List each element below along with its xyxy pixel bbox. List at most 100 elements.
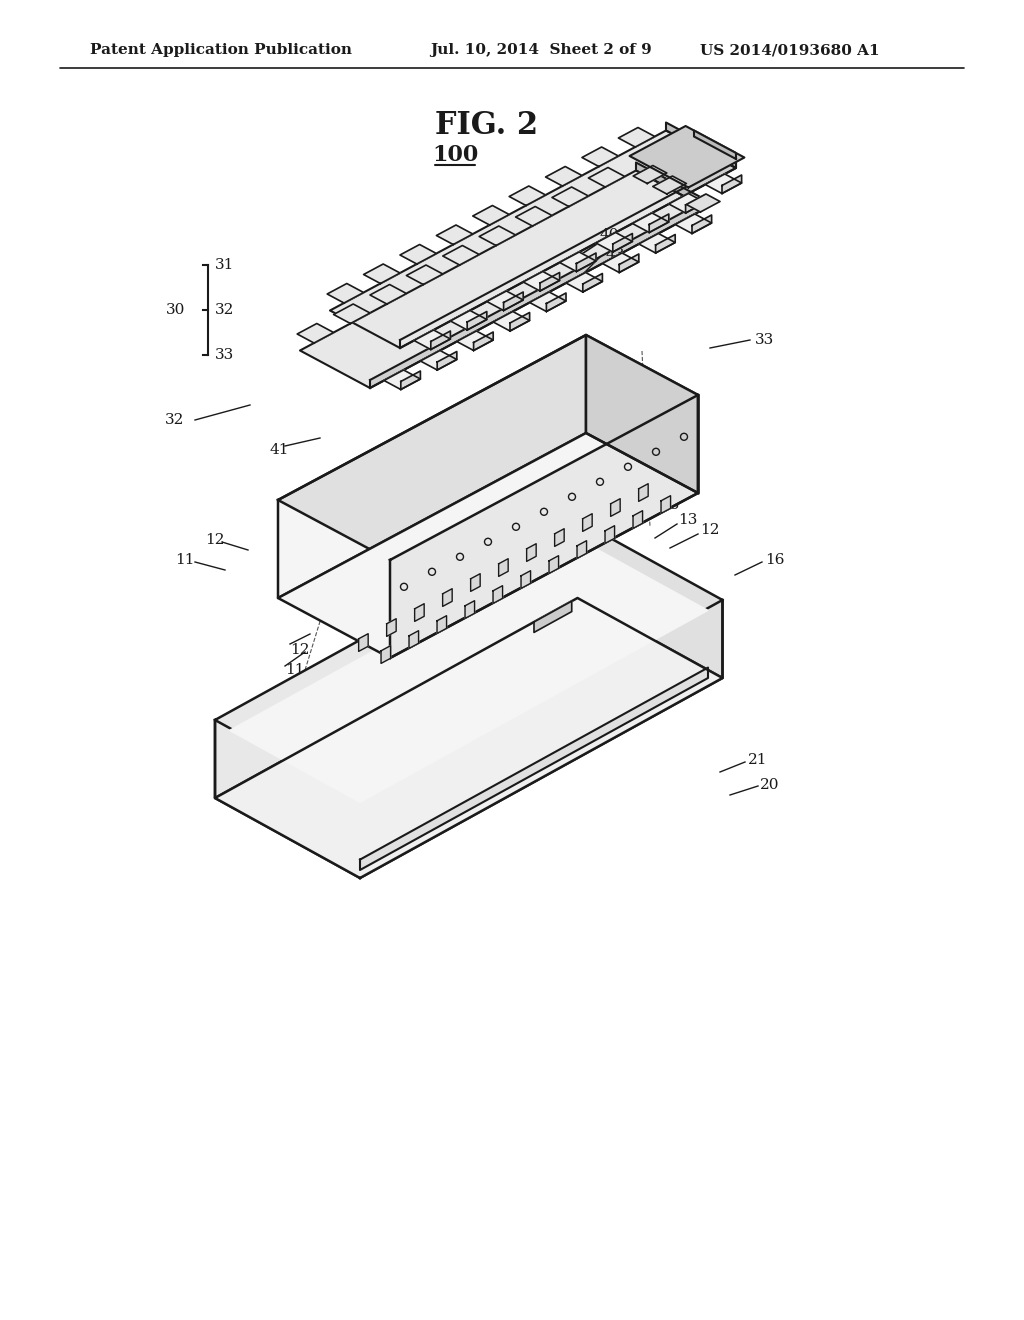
Polygon shape xyxy=(653,176,686,194)
Polygon shape xyxy=(639,483,648,502)
Polygon shape xyxy=(523,272,559,290)
Text: 32: 32 xyxy=(165,413,184,426)
Text: 11: 11 xyxy=(175,553,195,568)
Polygon shape xyxy=(334,304,370,323)
Polygon shape xyxy=(510,313,529,331)
Text: FIG. 2: FIG. 2 xyxy=(435,110,539,140)
Text: 11: 11 xyxy=(285,663,304,677)
Polygon shape xyxy=(300,170,706,388)
Polygon shape xyxy=(297,323,334,343)
Polygon shape xyxy=(384,370,421,389)
Polygon shape xyxy=(540,272,559,290)
Polygon shape xyxy=(566,272,602,292)
Polygon shape xyxy=(415,603,424,622)
Polygon shape xyxy=(639,234,675,253)
Polygon shape xyxy=(605,525,614,544)
Polygon shape xyxy=(686,194,720,213)
Polygon shape xyxy=(451,310,486,330)
Text: 31: 31 xyxy=(215,257,234,272)
Polygon shape xyxy=(620,253,639,272)
Polygon shape xyxy=(633,165,667,183)
Polygon shape xyxy=(215,598,723,878)
Polygon shape xyxy=(278,335,698,560)
Polygon shape xyxy=(618,128,654,147)
Polygon shape xyxy=(589,168,625,187)
Text: 43: 43 xyxy=(605,248,625,261)
Polygon shape xyxy=(494,312,529,331)
Polygon shape xyxy=(400,160,736,348)
Polygon shape xyxy=(583,273,602,292)
Polygon shape xyxy=(360,668,708,870)
Polygon shape xyxy=(633,511,643,528)
Text: 13: 13 xyxy=(678,513,697,527)
Polygon shape xyxy=(586,335,698,492)
Polygon shape xyxy=(400,244,436,264)
Polygon shape xyxy=(534,601,571,632)
Polygon shape xyxy=(465,601,474,618)
Text: Patent Application Publication: Patent Application Publication xyxy=(90,44,352,57)
Polygon shape xyxy=(437,351,457,370)
Polygon shape xyxy=(669,194,706,213)
Polygon shape xyxy=(504,292,523,310)
Polygon shape xyxy=(229,539,708,803)
Text: 15: 15 xyxy=(660,498,679,512)
Polygon shape xyxy=(549,556,558,573)
Polygon shape xyxy=(559,252,596,272)
Polygon shape xyxy=(578,520,723,678)
Polygon shape xyxy=(521,570,530,589)
Polygon shape xyxy=(649,214,669,232)
Text: 33: 33 xyxy=(755,333,774,347)
Polygon shape xyxy=(479,226,516,246)
Polygon shape xyxy=(610,499,621,516)
Polygon shape xyxy=(662,496,671,513)
Polygon shape xyxy=(436,224,473,244)
Polygon shape xyxy=(636,162,706,209)
Polygon shape xyxy=(215,520,578,799)
Polygon shape xyxy=(675,214,712,234)
Polygon shape xyxy=(655,235,675,253)
Polygon shape xyxy=(437,615,446,634)
Polygon shape xyxy=(442,589,453,606)
Polygon shape xyxy=(630,125,744,187)
Polygon shape xyxy=(583,513,592,532)
Polygon shape xyxy=(509,186,546,206)
Polygon shape xyxy=(526,544,537,561)
Text: 12: 12 xyxy=(700,523,720,537)
Polygon shape xyxy=(552,187,589,206)
Polygon shape xyxy=(215,520,723,800)
Polygon shape xyxy=(390,395,698,657)
Polygon shape xyxy=(278,433,698,657)
Polygon shape xyxy=(328,284,364,304)
Polygon shape xyxy=(360,601,723,878)
Text: 14: 14 xyxy=(625,506,644,519)
Polygon shape xyxy=(486,290,523,310)
Polygon shape xyxy=(722,176,741,194)
Polygon shape xyxy=(706,174,741,194)
Text: Jul. 10, 2014  Sheet 2 of 9: Jul. 10, 2014 Sheet 2 of 9 xyxy=(430,44,651,57)
Polygon shape xyxy=(442,246,479,265)
Text: 32: 32 xyxy=(215,304,234,317)
Text: 16: 16 xyxy=(765,553,784,568)
Polygon shape xyxy=(582,147,618,166)
Text: 30: 30 xyxy=(166,304,185,317)
Polygon shape xyxy=(457,331,494,351)
Polygon shape xyxy=(330,131,736,348)
Polygon shape xyxy=(546,166,582,186)
Polygon shape xyxy=(364,264,400,284)
Polygon shape xyxy=(686,194,706,213)
Polygon shape xyxy=(370,285,407,304)
Polygon shape xyxy=(547,293,566,312)
Polygon shape xyxy=(692,215,712,234)
Polygon shape xyxy=(516,206,552,226)
Polygon shape xyxy=(633,213,669,232)
Text: 31: 31 xyxy=(345,478,365,492)
Polygon shape xyxy=(278,335,586,598)
Polygon shape xyxy=(473,206,509,224)
Polygon shape xyxy=(358,634,369,651)
Polygon shape xyxy=(381,645,390,664)
Polygon shape xyxy=(602,253,639,272)
Polygon shape xyxy=(400,371,421,389)
Text: 40: 40 xyxy=(600,228,620,242)
Polygon shape xyxy=(493,586,503,603)
Text: US 2014/0193680 A1: US 2014/0193680 A1 xyxy=(700,44,880,57)
